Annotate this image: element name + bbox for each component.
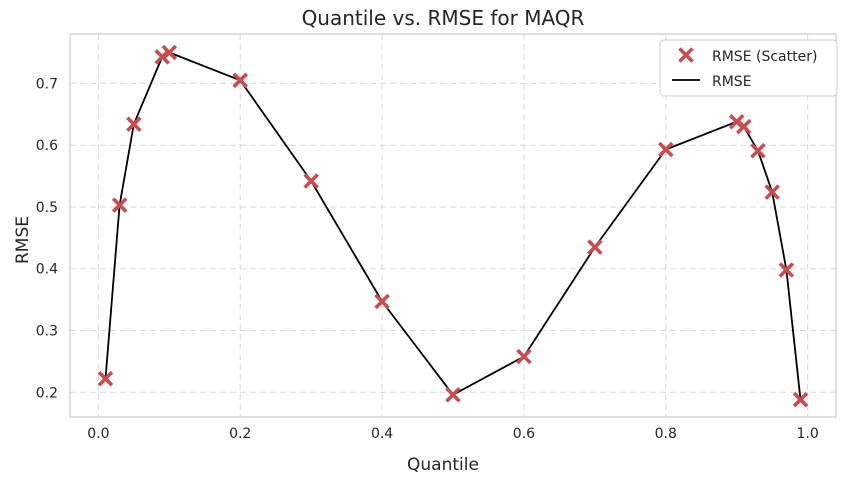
scatter-series <box>97 44 809 408</box>
scatter-point <box>97 370 114 387</box>
grid <box>70 34 836 417</box>
scatter-point <box>792 391 809 408</box>
scatter-point <box>658 141 674 158</box>
scatter-point <box>587 239 603 255</box>
legend-marker-scatter <box>678 47 694 63</box>
x-tick-label: 0.2 <box>229 426 251 442</box>
scatter-point <box>374 293 390 310</box>
scatter-point <box>161 44 178 61</box>
x-tick-label: 0.4 <box>371 426 393 442</box>
y-tick-label: 0.4 <box>36 262 58 278</box>
scatter-point <box>303 173 319 189</box>
y-tick-label: 0.2 <box>36 385 58 401</box>
line-series <box>104 51 802 400</box>
scatter-point <box>778 262 795 278</box>
scatter-point <box>445 386 461 403</box>
scatter-point <box>750 142 766 159</box>
x-tick-label: 0.0 <box>87 426 109 442</box>
legend-box <box>659 39 838 97</box>
x-tick-label: 0.8 <box>655 426 677 442</box>
legend-label-line: RMSE <box>712 74 752 90</box>
x-tick-label: 0.6 <box>513 426 535 442</box>
scatter-point <box>232 72 248 89</box>
y-tick-label: 0.5 <box>36 200 58 216</box>
chart-title: Quantile vs. RMSE for MAQR <box>302 6 585 30</box>
y-tick-label: 0.3 <box>36 324 58 340</box>
scatter-point <box>736 118 752 135</box>
x-axis-ticks: 0.0 0.2 0.4 0.6 0.8 1.0 <box>87 426 819 442</box>
rmse-line <box>104 51 802 400</box>
y-tick-label: 0.6 <box>36 138 58 154</box>
x-axis-label: Quantile <box>407 455 479 475</box>
y-tick-label: 0.7 <box>36 76 58 92</box>
scatter-point <box>154 49 170 65</box>
scatter-point <box>126 116 142 132</box>
scatter-point <box>111 197 128 213</box>
legend: RMSE (Scatter) RMSE <box>659 39 838 97</box>
plot-frame <box>69 33 837 418</box>
legend-x-marker <box>678 47 694 63</box>
scatter-point <box>764 184 780 200</box>
scatter-point <box>516 348 532 365</box>
legend-label-scatter: RMSE (Scatter) <box>712 49 817 65</box>
y-axis-ticks: 0.2 0.3 0.4 0.5 0.6 0.7 <box>36 76 58 401</box>
x-tick-label: 1.0 <box>796 426 818 442</box>
y-axis-label: RMSE <box>13 216 33 264</box>
